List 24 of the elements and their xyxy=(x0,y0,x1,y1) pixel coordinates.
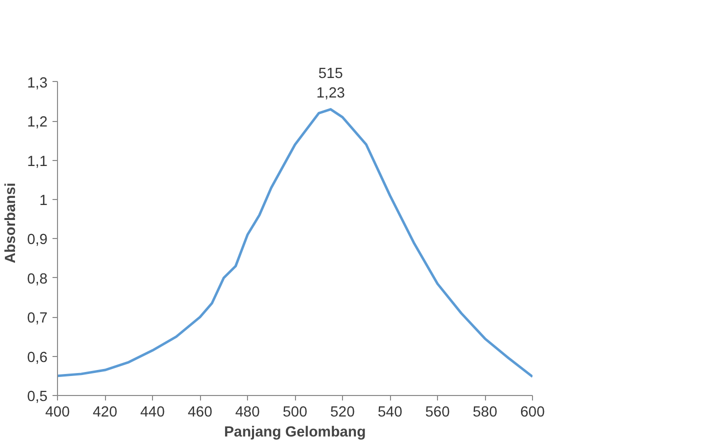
y-tick-label: 1 xyxy=(39,192,48,209)
x-axis-title: Panjang Gelombang xyxy=(224,424,366,440)
x-tick-label: 420 xyxy=(92,404,118,420)
x-tick-label: 500 xyxy=(282,404,308,420)
y-tick-label: 0,9 xyxy=(27,232,48,248)
x-tick-label: 400 xyxy=(45,404,70,420)
x-tick-label: 520 xyxy=(330,404,355,420)
y-tick-label: 1,2 xyxy=(27,114,48,131)
x-tick-label: 580 xyxy=(472,404,498,420)
x-tick-label: 540 xyxy=(378,404,402,420)
y-tick-label: 0,7 xyxy=(27,310,48,327)
y-tick-label: 1,3 xyxy=(27,75,48,92)
x-tick-label: 480 xyxy=(235,404,260,420)
line-series xyxy=(58,108,532,378)
x-tick-label: 440 xyxy=(140,404,165,420)
x-tick-label: 460 xyxy=(188,404,212,420)
x-tick-label: 560 xyxy=(425,404,450,420)
y-axis-title: Absorbansi xyxy=(3,182,20,264)
annotation: 515 1,23 xyxy=(316,66,345,102)
y-tick-label: 1,1 xyxy=(27,154,48,170)
y-tick-label: 0,6 xyxy=(27,350,48,366)
y-tick-label: 0,8 xyxy=(27,271,48,288)
x-tick-label: 600 xyxy=(520,404,545,420)
y-tick-label: 0,5 xyxy=(27,389,48,405)
